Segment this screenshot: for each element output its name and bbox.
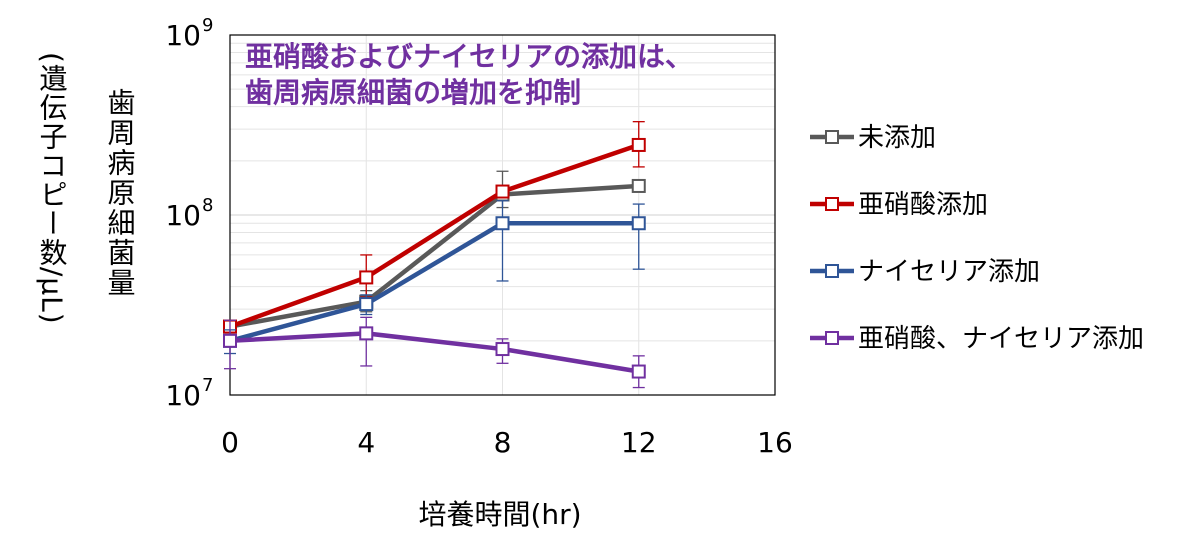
x-axis-title: 培養時間(hr) xyxy=(418,498,581,531)
legend-marker xyxy=(825,197,839,211)
data-point xyxy=(359,326,374,341)
legend-marker xyxy=(825,264,839,278)
data-point xyxy=(495,216,510,231)
y-tick-exponent: 9 xyxy=(202,15,213,36)
series-line xyxy=(229,331,640,374)
data-point xyxy=(359,297,374,312)
annotation-line-2: 歯周病原細菌の増加を抑制 xyxy=(245,76,581,109)
legend-marker xyxy=(825,331,839,345)
x-tick-label: 8 xyxy=(494,426,512,459)
series-4 xyxy=(223,316,646,389)
legend-label: 未添加 xyxy=(858,123,936,153)
y-tick-label: 10 xyxy=(165,19,201,52)
legend-entry: 亜硝酸、ナイセリア添加 xyxy=(810,324,1144,354)
x-tick-label: 0 xyxy=(221,426,239,459)
series-1 xyxy=(223,170,646,334)
y-axis-unit: (遺伝子コピー数/μL) xyxy=(36,52,69,325)
x-tick-label: 12 xyxy=(621,426,657,459)
legend-label: 亜硝酸添加 xyxy=(858,190,988,220)
x-tick-label: 16 xyxy=(757,426,793,459)
legend-label: ナイセリア添加 xyxy=(858,257,1040,287)
legend-entry: 亜硝酸添加 xyxy=(810,190,988,220)
series-line xyxy=(229,220,639,343)
series-line xyxy=(229,142,640,329)
series-line xyxy=(229,183,639,329)
y-axis-title: 歯周病原細菌量 xyxy=(104,88,137,298)
legend-marker xyxy=(825,130,839,144)
y-tick-exponent: 7 xyxy=(202,375,213,396)
data-point xyxy=(631,216,646,231)
y-tick-exponent: 8 xyxy=(202,195,213,216)
data-point xyxy=(223,333,237,348)
data-point xyxy=(631,178,646,193)
series-2 xyxy=(223,121,646,334)
series-layer xyxy=(223,121,646,389)
x-tick-label: 4 xyxy=(357,426,375,459)
data-point xyxy=(495,184,510,199)
data-point xyxy=(495,342,510,357)
data-point xyxy=(631,137,646,152)
y-tick-label: 10 xyxy=(165,199,201,232)
series-3 xyxy=(223,200,646,355)
y-tick-label: 10 xyxy=(165,379,201,412)
annotation-line-1: 亜硝酸およびナイセリアの添加は、 xyxy=(245,40,693,73)
legend-entry: 未添加 xyxy=(810,123,936,153)
legend-entry: ナイセリア添加 xyxy=(810,257,1040,287)
x-tick-labels: 0 4 8 12 16 xyxy=(221,426,793,459)
plot-frame xyxy=(229,34,776,396)
legend-label: 亜硝酸、ナイセリア添加 xyxy=(858,324,1144,354)
data-point xyxy=(359,270,374,285)
data-point xyxy=(631,364,646,379)
